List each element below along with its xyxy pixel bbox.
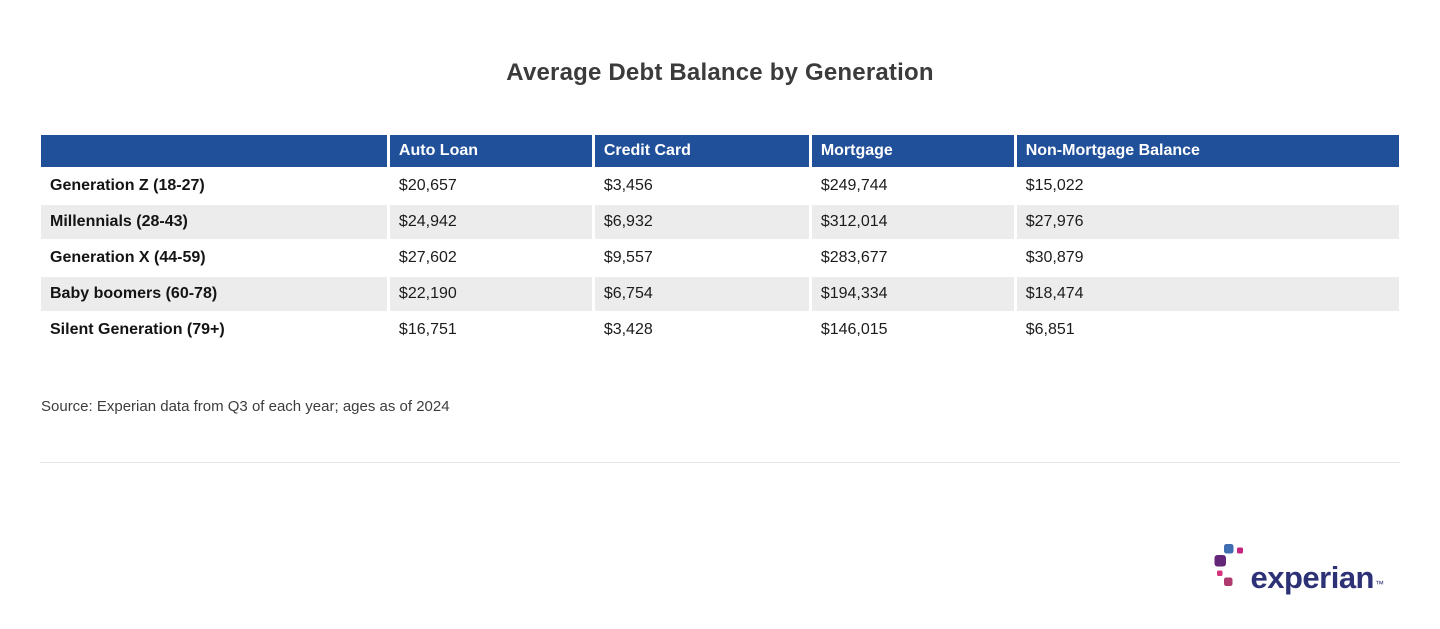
- trademark-symbol: ™: [1375, 579, 1384, 589]
- cell-value: $27,602: [389, 241, 592, 275]
- cell-value: $20,657: [389, 169, 592, 203]
- header-row: Auto Loan Credit Card Mortgage Non-Mortg…: [41, 135, 1399, 167]
- source-note: Source: Experian data from Q3 of each ye…: [41, 398, 450, 415]
- debt-balance-table: Auto Loan Credit Card Mortgage Non-Mortg…: [38, 133, 1402, 349]
- divider: [40, 462, 1400, 463]
- column-header-credit-card: Credit Card: [594, 135, 809, 167]
- experian-logo: experian ™: [1214, 543, 1384, 595]
- cell-value: $16,751: [389, 313, 592, 347]
- cell-value: $9,557: [594, 241, 809, 275]
- cell-value: $18,474: [1016, 277, 1399, 311]
- cell-value: $24,942: [389, 205, 592, 239]
- cell-value: $6,754: [594, 277, 809, 311]
- cell-value: $15,022: [1016, 169, 1399, 203]
- column-header-mortgage: Mortgage: [811, 135, 1014, 167]
- cell-value: $283,677: [811, 241, 1014, 275]
- page-title: Average Debt Balance by Generation: [506, 59, 934, 86]
- cell-value: $194,334: [811, 277, 1014, 311]
- table-row: Millennials (28-43) $24,942 $6,932 $312,…: [41, 205, 1399, 239]
- table-row: Baby boomers (60-78) $22,190 $6,754 $194…: [41, 277, 1399, 311]
- row-label: Millennials (28-43): [41, 205, 387, 239]
- cell-value: $312,014: [811, 205, 1014, 239]
- experian-wordmark: experian: [1250, 560, 1374, 595]
- table-row: Silent Generation (79+) $16,751 $3,428 $…: [41, 313, 1399, 347]
- column-header-generation: [41, 135, 387, 167]
- cell-value: $22,190: [389, 277, 592, 311]
- cell-value: $146,015: [811, 313, 1014, 347]
- cell-value: $249,744: [811, 169, 1014, 203]
- row-label: Generation Z (18-27): [41, 169, 387, 203]
- table-row: Generation Z (18-27) $20,657 $3,456 $249…: [41, 169, 1399, 203]
- cell-value: $3,456: [594, 169, 809, 203]
- infographic-page: Average Debt Balance by Generation Auto …: [0, 58, 1440, 593]
- column-header-auto-loan: Auto Loan: [389, 135, 592, 167]
- table-row: Generation X (44-59) $27,602 $9,557 $283…: [41, 241, 1399, 275]
- row-label: Silent Generation (79+): [41, 313, 387, 347]
- cell-value: $3,428: [594, 313, 809, 347]
- row-label: Generation X (44-59): [41, 241, 387, 275]
- cell-value: $30,879: [1016, 241, 1399, 275]
- cell-value: $27,976: [1016, 205, 1399, 239]
- row-label: Baby boomers (60-78): [41, 277, 387, 311]
- table-container: Auto Loan Credit Card Mortgage Non-Mortg…: [41, 133, 1399, 349]
- column-header-non-mortgage-balance: Non-Mortgage Balance: [1016, 135, 1399, 167]
- experian-logo-mark: [1214, 544, 1244, 586]
- cell-value: $6,932: [594, 205, 809, 239]
- cell-value: $6,851: [1016, 313, 1399, 347]
